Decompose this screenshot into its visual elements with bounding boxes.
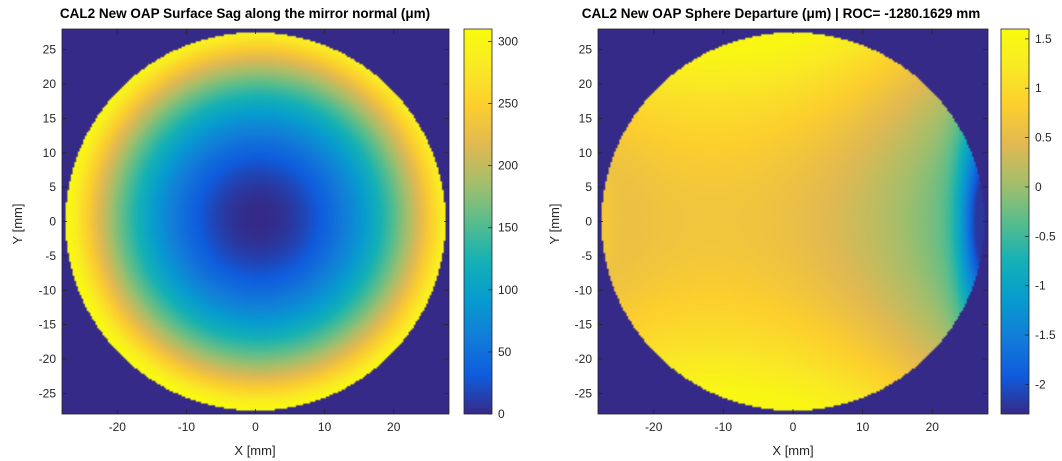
colorbar-tick-label: -1.5 [1035,328,1056,342]
y-tick-label: -15 [575,318,593,332]
x-tick-label: -10 [178,420,196,434]
colorbar [463,28,493,415]
departure-heatmap-chart: CAL2 New OAP Sphere Departure (μm) | ROC… [547,6,1056,458]
y-tick-label: -10 [39,283,57,297]
colorbar-tick-label: 0 [1035,180,1042,194]
x-tick-label: 10 [318,420,332,434]
colorbar-tick-label: 1.5 [1035,32,1052,46]
y-tick-label: -15 [39,318,57,332]
x-tick-label: 0 [252,420,259,434]
x-axis-label: X [mm] [234,443,275,458]
y-tick-label: -20 [39,352,57,366]
colorbar-tick-label: 50 [498,345,512,359]
sag-heatmap-chart: CAL2 New OAP Surface Sag along the mirro… [10,6,518,458]
y-tick-label: -10 [575,283,593,297]
surface-heatmap [598,29,988,414]
sphere-departure-plot-panel: CAL2 New OAP Sphere Departure (μm) | ROC… [531,0,1062,461]
colorbar-tick-label: 150 [498,221,518,235]
y-tick-label: 0 [585,215,592,229]
chart-title: CAL2 New OAP Surface Sag along the mirro… [60,6,430,21]
x-tick-label: 0 [790,420,797,434]
colorbar-tick-label: 250 [498,97,518,111]
y-tick-label: 25 [43,43,57,57]
y-axis-label: Y [mm] [547,204,562,245]
colorbar-tick-label: 0.5 [1035,131,1052,145]
y-tick-label: 5 [49,180,56,194]
y-tick-label: 25 [579,43,593,57]
colorbar-tick-label: 100 [498,283,518,297]
colorbar-tick-label: 200 [498,159,518,173]
colorbar-tick-label: 300 [498,34,518,48]
x-axis-label: X [mm] [772,443,813,458]
y-tick-label: 10 [43,146,57,160]
y-tick-label: 10 [579,146,593,160]
y-tick-label: 5 [585,180,592,194]
x-tick-label: 20 [926,420,940,434]
sag-plot-panel: CAL2 New OAP Surface Sag along the mirro… [10,6,518,458]
colorbar [1000,28,1030,415]
y-tick-label: 15 [43,111,57,125]
chart-title: CAL2 New OAP Sphere Departure (μm) | ROC… [582,6,981,21]
y-tick-label: 20 [43,77,57,91]
x-tick-label: -20 [645,420,663,434]
colorbar-tick-label: -1 [1035,279,1046,293]
y-axis-label: Y [mm] [10,204,25,245]
y-tick-label: -25 [39,386,57,400]
x-tick-label: -20 [109,420,127,434]
colorbar-tick-label: -2 [1035,377,1046,391]
y-tick-label: -5 [45,249,56,263]
y-tick-label: -25 [575,386,593,400]
y-tick-label: 15 [579,111,593,125]
y-tick-label: 0 [49,215,56,229]
x-tick-label: 10 [856,420,870,434]
x-tick-label: 20 [387,420,401,434]
y-tick-label: -5 [581,249,592,263]
surface-heatmap [62,29,449,414]
colorbar-tick-label: 0 [498,407,505,421]
x-tick-label: -10 [715,420,733,434]
colorbar-tick-label: -0.5 [1035,229,1056,243]
colorbar-tick-label: 1 [1035,81,1042,95]
y-tick-label: 20 [579,77,593,91]
y-tick-label: -20 [575,352,593,366]
